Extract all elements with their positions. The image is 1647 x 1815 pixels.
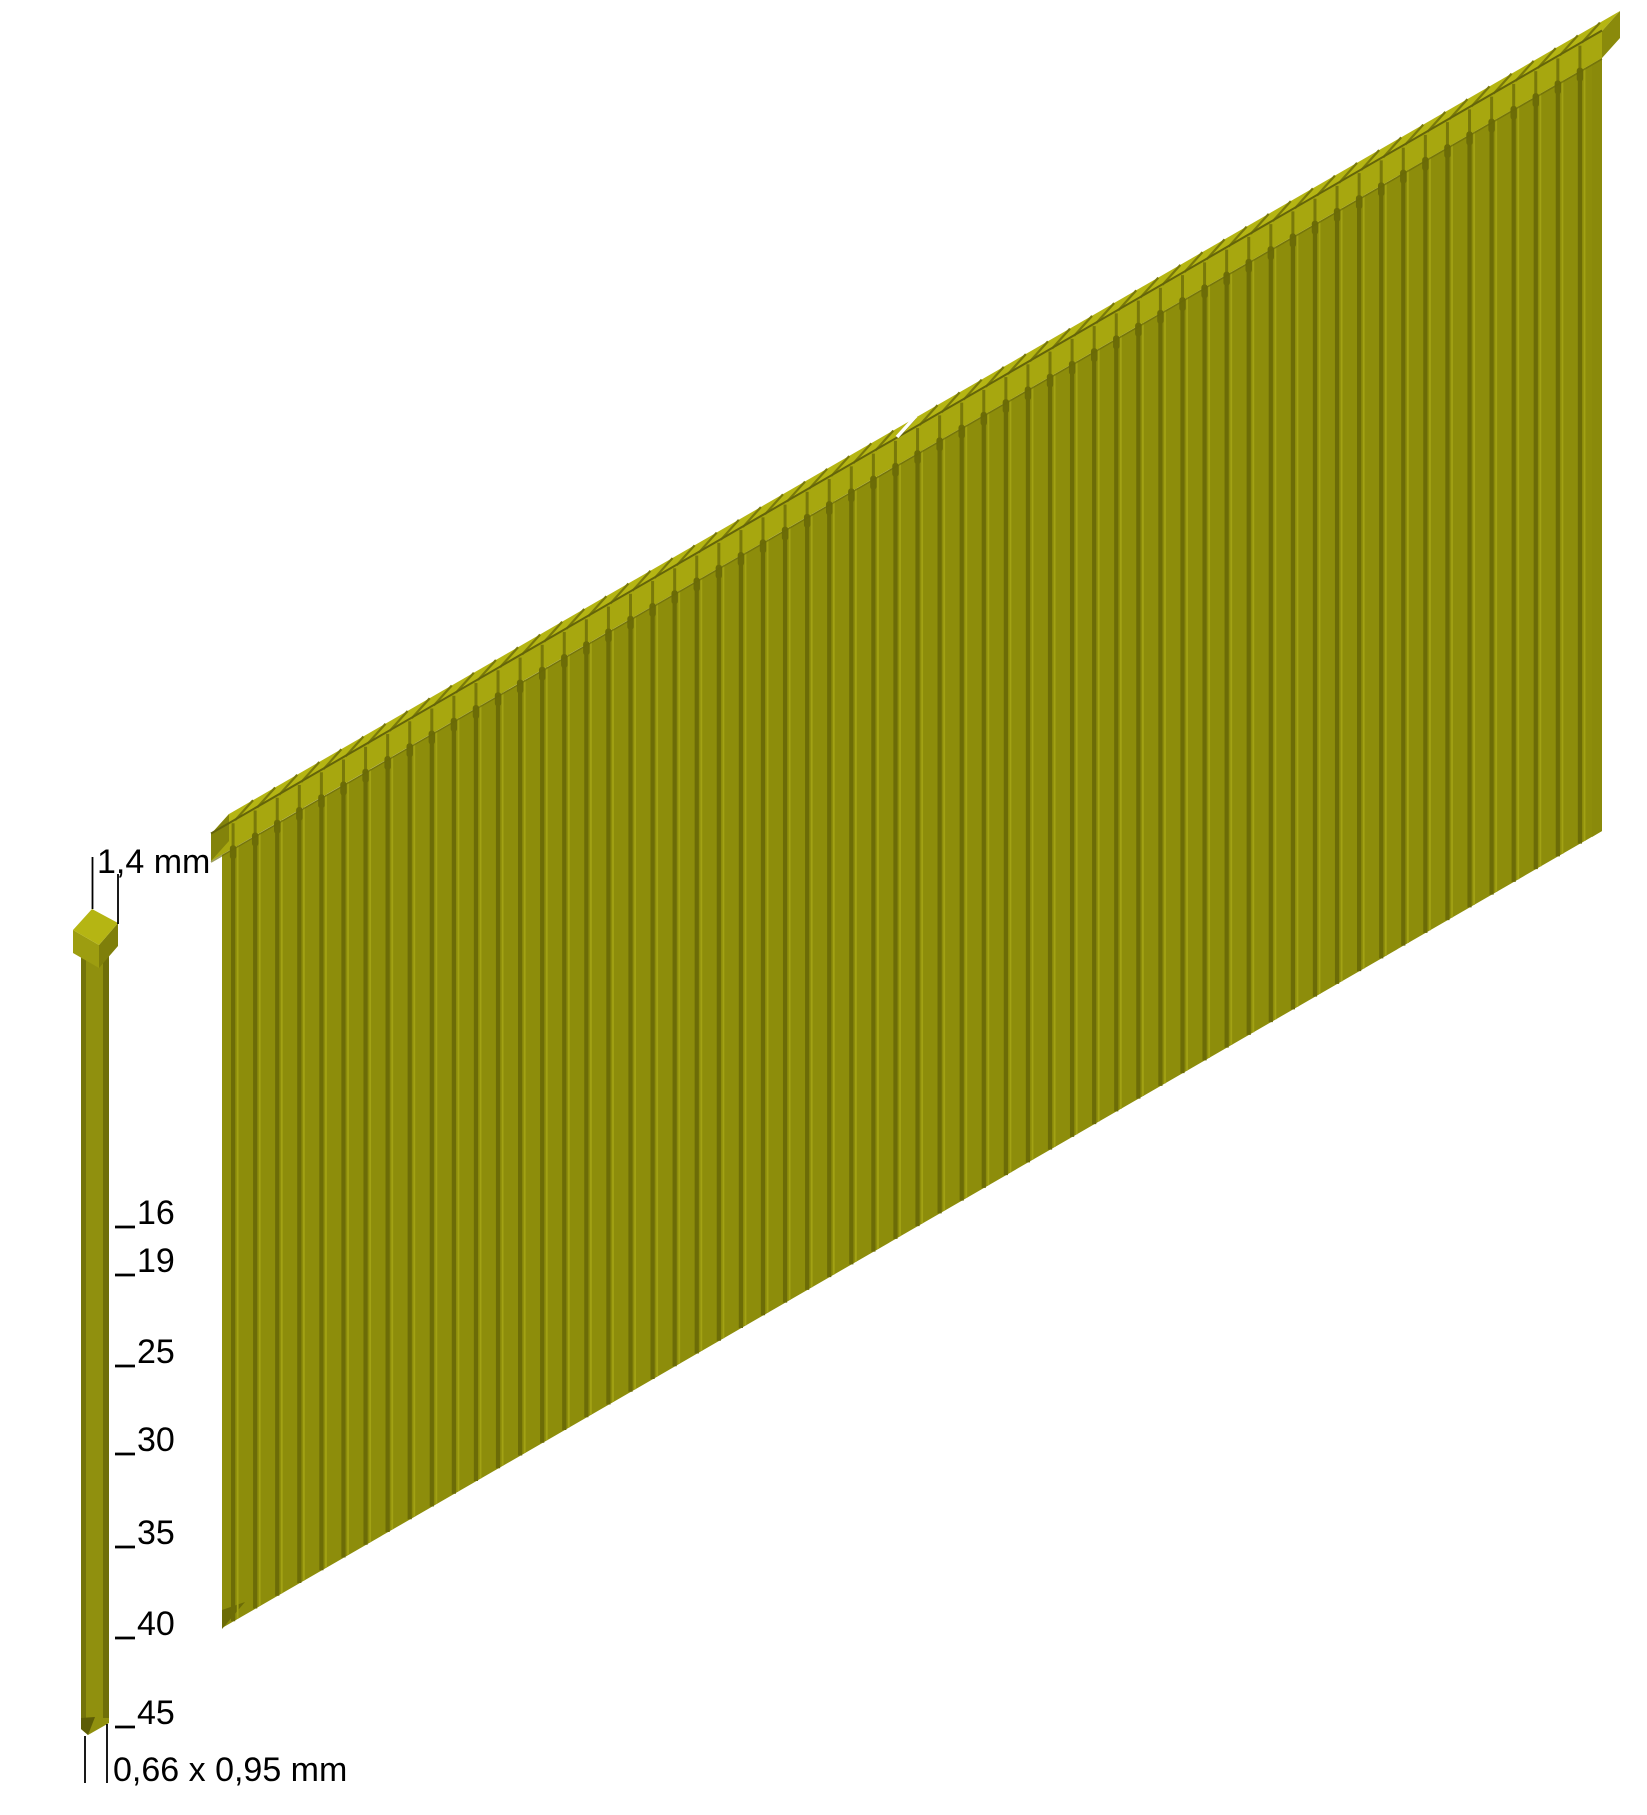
nail-head-right-face [99,923,118,968]
shank-front-face [86,950,103,1718]
length-mark-label: 19 [137,1242,175,1280]
length-mark-label: 35 [137,1514,175,1552]
length-mark-label: 40 [137,1605,175,1643]
length-mark-label: 30 [137,1421,175,1459]
single-nail-illustration: 1,4 mm 16 19 25 30 35 40 45 0,66 x 0,95 … [73,843,347,1789]
nail-head [73,909,118,968]
length-mark-label: 45 [137,1694,175,1732]
strip-head-band [211,31,1602,861]
nail-strip-illustration [210,11,1620,1629]
strip-head-band-front [211,31,1602,861]
length-mark-label: 25 [137,1333,175,1371]
nail-head-left-face [73,930,99,968]
strip-top-face [211,11,1620,834]
nail-head-top-face [73,909,118,945]
strip-shank-grooves [230,67,1586,1622]
head-width-label: 1,4 mm [97,843,210,881]
nail-tip-facet [81,1717,95,1735]
nail-shank [81,950,109,1735]
strip-wall-right-side [1592,58,1602,837]
strip-split-gap [895,414,918,439]
strip-top-edge-line [210,29,1603,835]
strip-shank-wall [222,58,1602,1629]
shank-size-label: 0,66 x 0,95 mm [113,1751,347,1789]
head-band-shadow-line [210,58,1603,863]
strip-right-end-cap [1602,11,1620,58]
shank-right-edge [103,950,109,1718]
length-mark-label: 16 [137,1194,175,1232]
strip-wall-face [222,58,1602,1628]
shank-left-edge [81,950,86,1718]
